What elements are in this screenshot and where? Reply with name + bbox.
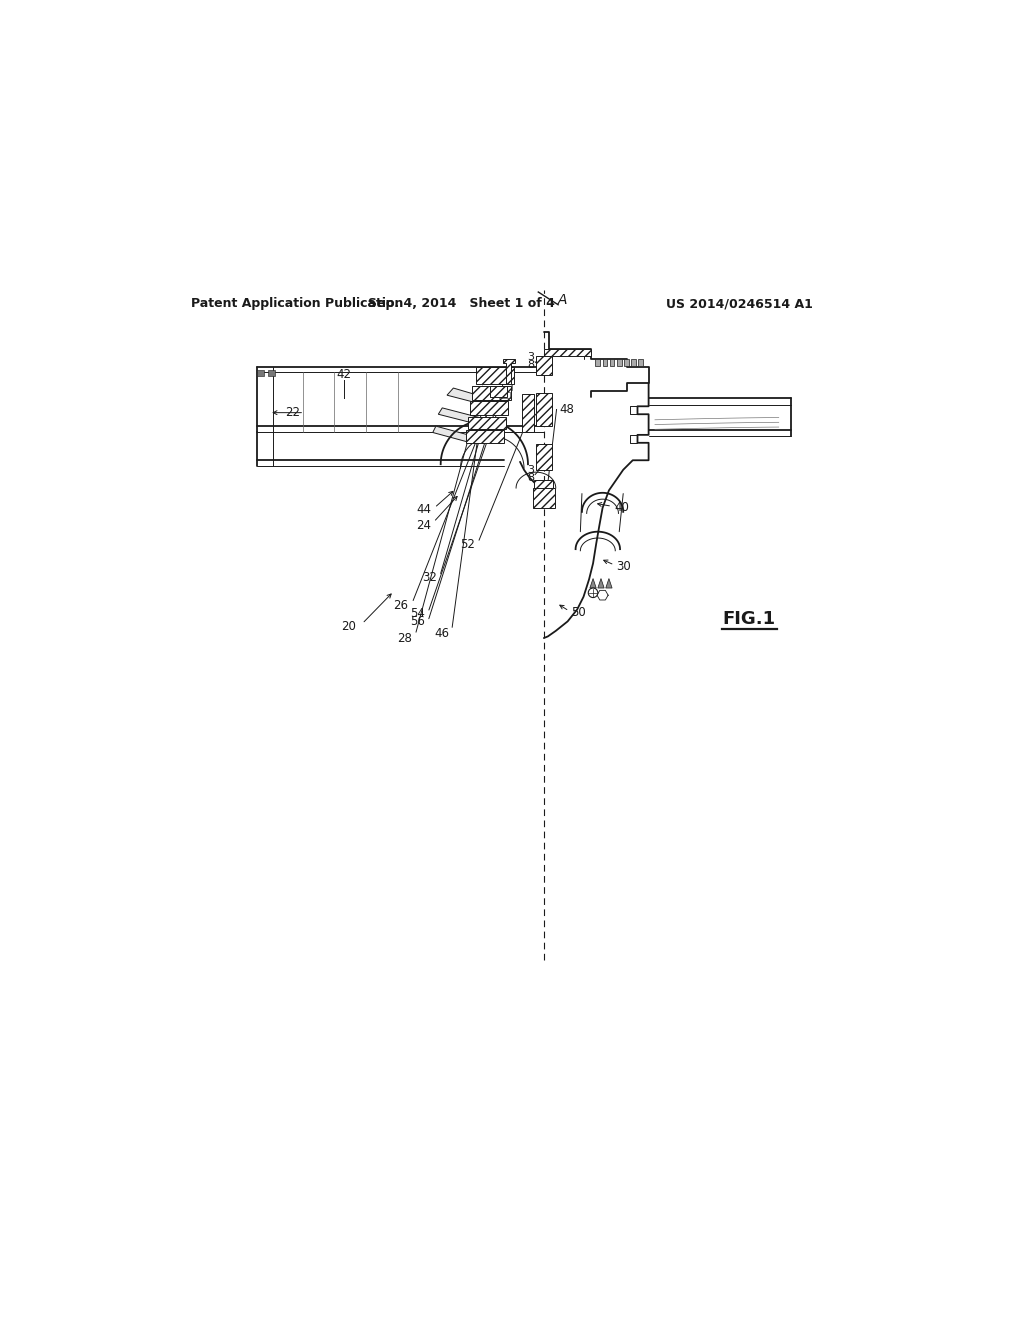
Text: 30: 30 [615,560,631,573]
Circle shape [588,587,598,598]
Text: 8: 8 [527,473,535,483]
Text: 24: 24 [416,519,431,532]
Bar [638,359,643,366]
Bar [499,392,510,397]
Polygon shape [590,578,596,587]
Text: 8: 8 [527,412,535,422]
Bar [466,430,504,442]
Bar [470,401,508,414]
Text: 32: 32 [422,572,437,585]
Bar [535,480,553,506]
Bar [609,359,614,366]
Polygon shape [447,388,494,407]
Text: 3: 3 [527,404,535,414]
Text: 42: 42 [336,368,351,381]
Text: FIG.1: FIG.1 [722,610,775,628]
Bar [521,393,534,432]
Bar [544,350,592,356]
Text: 46: 46 [434,627,449,640]
Text: 22: 22 [286,407,301,420]
Text: 26: 26 [393,599,408,612]
Polygon shape [433,426,474,442]
Bar [468,417,506,429]
Polygon shape [606,578,612,587]
Bar [267,370,274,376]
Bar [257,370,264,376]
Bar [631,359,636,366]
Polygon shape [503,359,515,384]
Bar [476,367,514,384]
Text: Sep. 4, 2014   Sheet 1 of 4: Sep. 4, 2014 Sheet 1 of 4 [368,297,555,310]
Bar [489,387,507,397]
Bar [595,359,600,366]
Bar [624,359,629,366]
Text: 54: 54 [411,607,425,620]
Text: 40: 40 [614,502,629,515]
Text: A: A [558,293,567,308]
Text: 56: 56 [411,615,425,628]
Text: 8: 8 [527,360,535,370]
Bar [472,385,511,400]
Bar [536,444,552,470]
Bar [536,393,552,426]
Polygon shape [438,408,482,425]
Text: 44: 44 [417,503,431,516]
Text: Patent Application Publication: Patent Application Publication [191,297,403,310]
Bar [616,359,622,366]
Text: 48: 48 [559,403,573,416]
Bar [532,488,555,508]
Text: 52: 52 [460,537,475,550]
Bar [536,355,552,375]
Text: 3: 3 [527,352,535,362]
Text: US 2014/0246514 A1: US 2014/0246514 A1 [666,297,812,310]
Text: 20: 20 [341,620,356,634]
Text: 3: 3 [527,465,535,475]
Bar [602,359,607,366]
Text: 28: 28 [396,631,412,644]
Text: 50: 50 [571,606,586,619]
Polygon shape [598,578,604,587]
